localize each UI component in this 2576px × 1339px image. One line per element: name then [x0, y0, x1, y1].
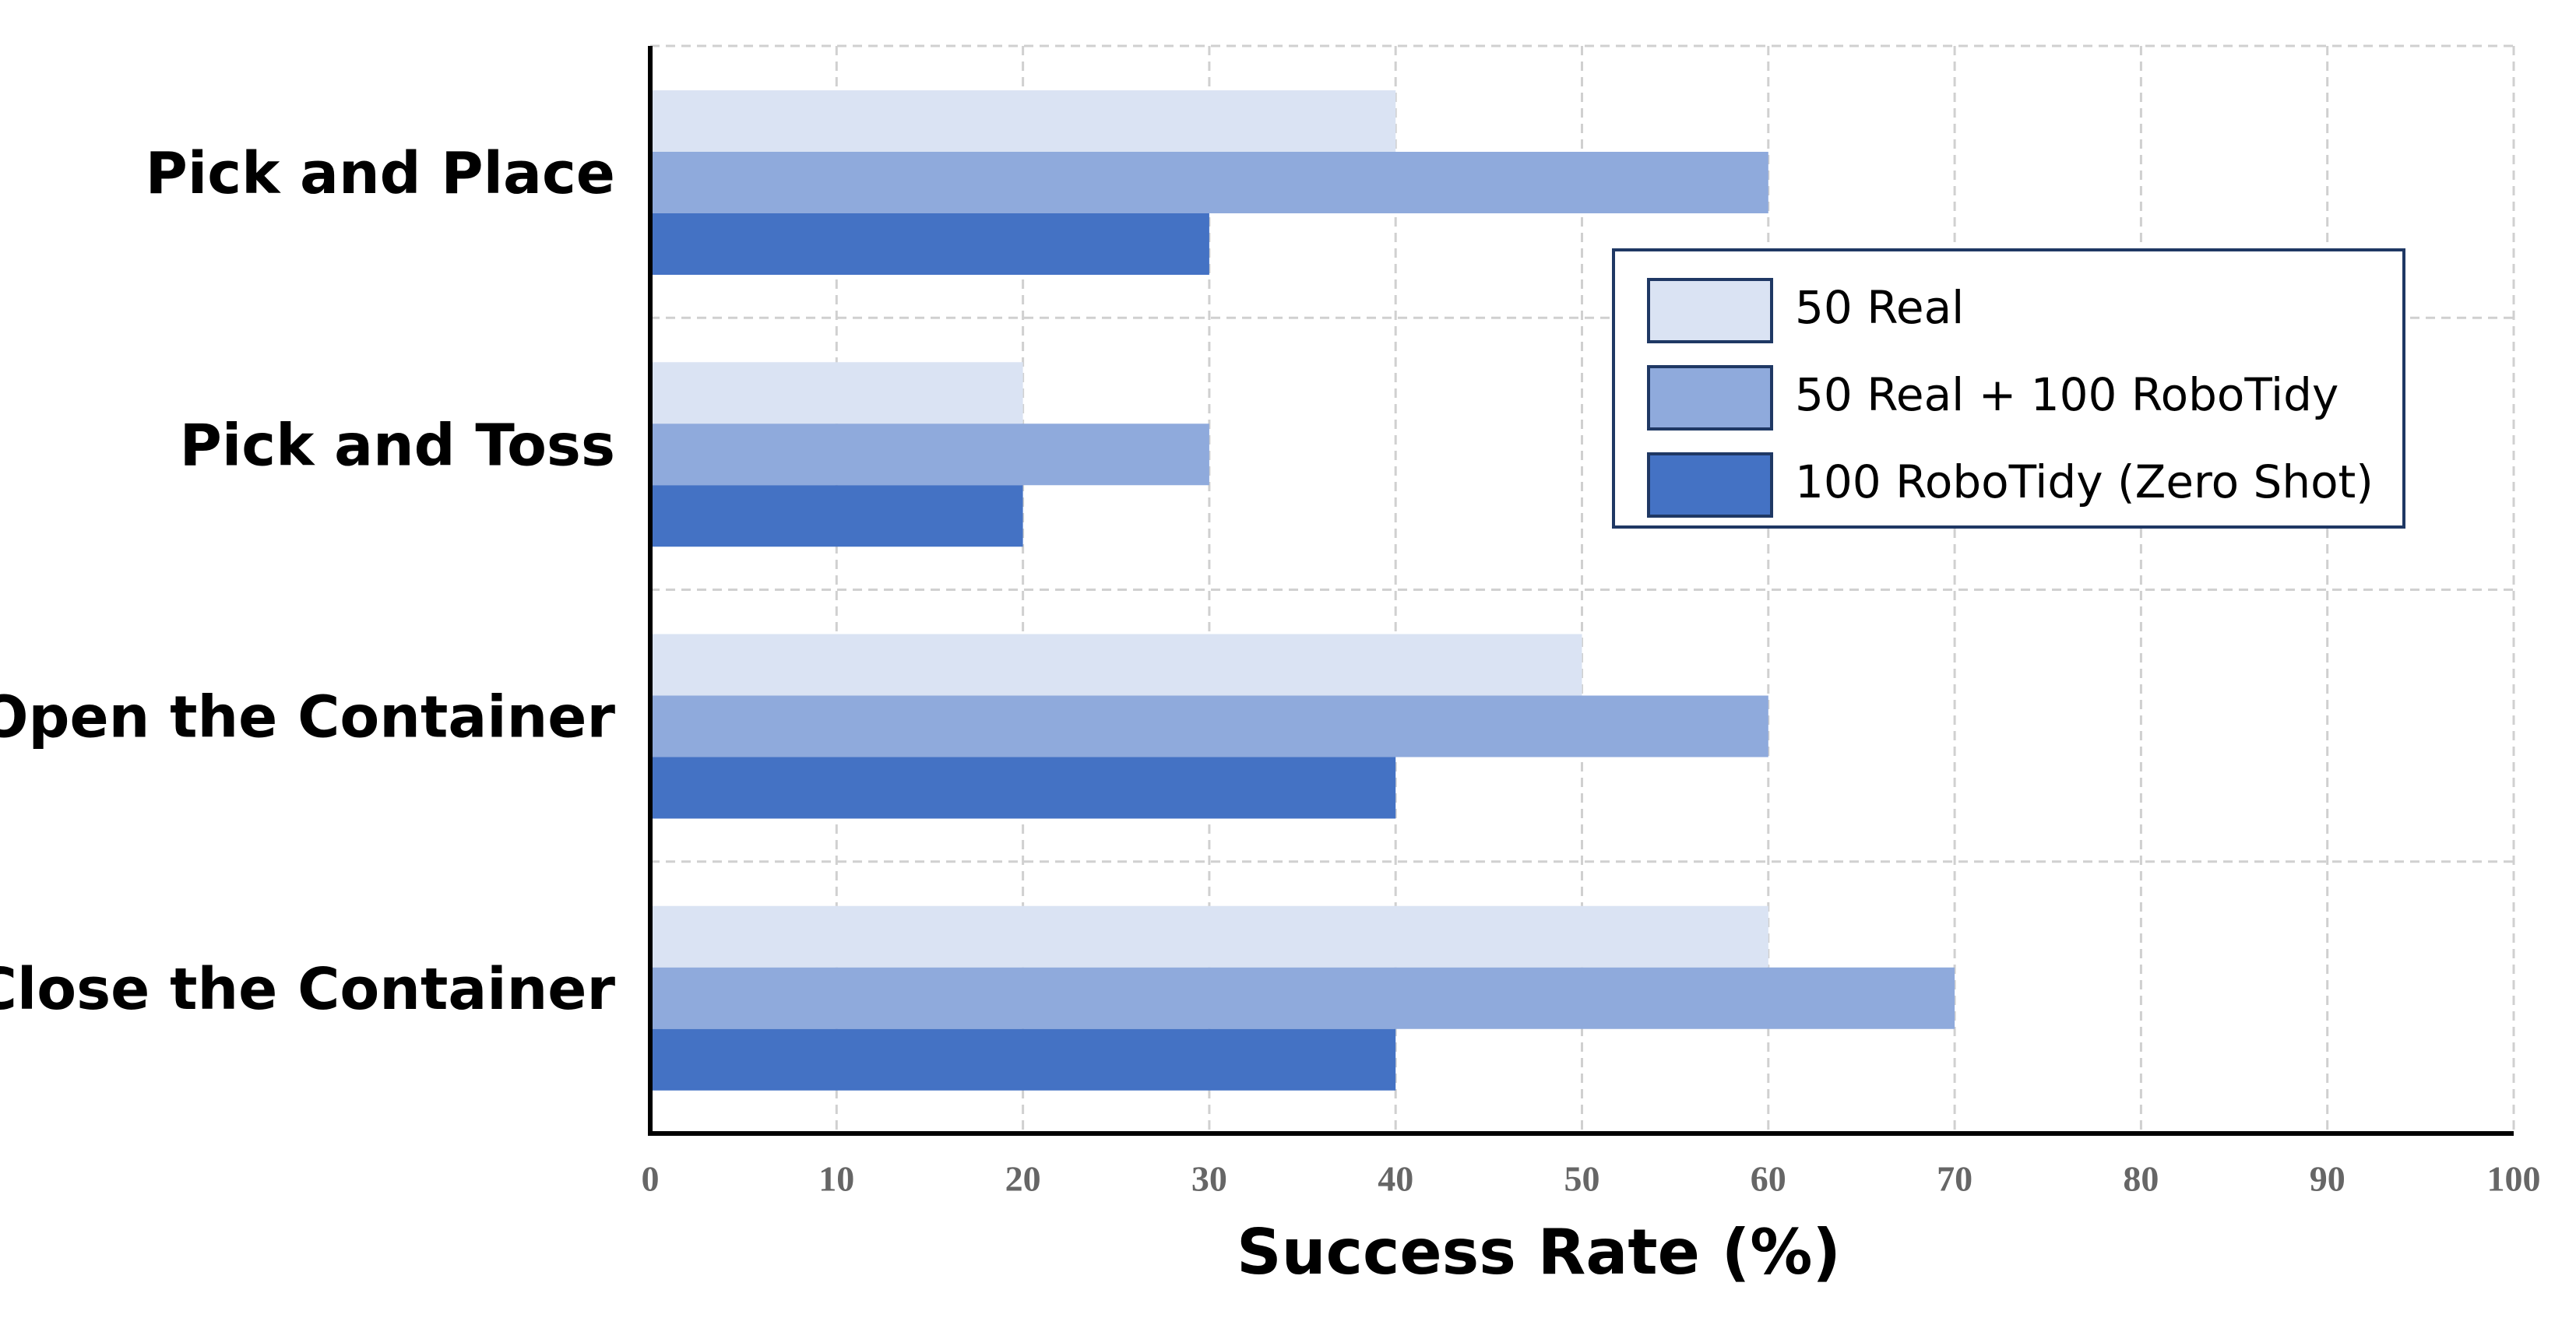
x-tick-label: 50: [1564, 1159, 1600, 1199]
bar: [650, 423, 1209, 486]
x-tick-label: 80: [2123, 1159, 2159, 1199]
category-label: Open the Container: [0, 684, 616, 751]
legend-swatch: [1647, 278, 1773, 343]
x-tick-label: 100: [2487, 1159, 2541, 1199]
x-tick-label: 0: [642, 1159, 660, 1199]
x-tick-label: 60: [1751, 1159, 1786, 1199]
bar: [650, 362, 1023, 424]
x-tick-label: 30: [1191, 1159, 1227, 1199]
bar: [650, 967, 1955, 1029]
x-tick-label: 90: [2310, 1159, 2345, 1199]
legend-swatch: [1647, 452, 1773, 518]
category-label: Close the Container: [0, 956, 615, 1023]
category-label: Pick and Toss: [180, 412, 615, 479]
legend-label: 50 Real + 100 RoboTidy: [1795, 368, 2338, 421]
bar: [650, 1028, 1396, 1091]
bar: [650, 905, 1768, 968]
bar: [650, 757, 1396, 819]
x-tick-label: 70: [1937, 1159, 1972, 1199]
bar: [650, 213, 1209, 275]
x-tick-label: 10: [818, 1159, 854, 1199]
legend-label: 100 RoboTidy (Zero Shot): [1795, 455, 2374, 508]
bar: [650, 695, 1768, 757]
bar: [650, 90, 1396, 152]
legend-swatch: [1647, 365, 1773, 431]
bar: [650, 152, 1768, 213]
x-axis-label: Success Rate (%): [1237, 1216, 1841, 1288]
bar: [650, 634, 1582, 696]
bar: [650, 485, 1023, 547]
category-label: Pick and Place: [146, 140, 615, 207]
x-tick-label: 40: [1378, 1159, 1413, 1199]
x-tick-label: 20: [1005, 1159, 1041, 1199]
legend-label: 50 Real: [1795, 281, 1964, 334]
